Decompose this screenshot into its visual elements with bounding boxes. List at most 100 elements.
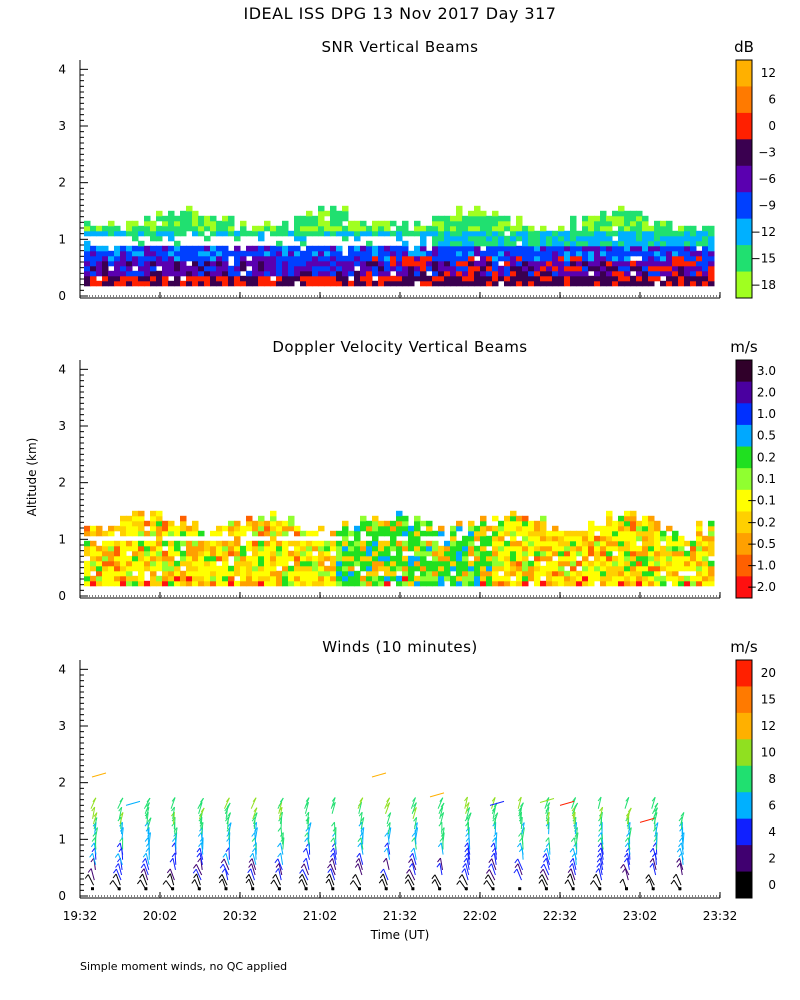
wind-barb	[329, 873, 335, 886]
wind-barb-flag	[304, 837, 309, 843]
doppler-cell	[342, 525, 349, 532]
snr-cell	[138, 280, 145, 287]
snr-cell	[258, 230, 265, 237]
colorbar-swatch	[736, 845, 752, 873]
doppler-cell	[672, 540, 679, 547]
doppler-cell	[300, 545, 307, 552]
doppler-cell	[270, 545, 277, 552]
doppler-cell	[246, 520, 253, 527]
doppler-cell	[408, 540, 415, 547]
snr-cell	[456, 265, 463, 272]
snr-cell	[90, 260, 97, 267]
doppler-cell	[504, 550, 511, 557]
doppler-cell	[222, 570, 229, 577]
wind-barb-flag	[649, 847, 654, 853]
doppler-cell	[186, 570, 193, 577]
snr-cell	[444, 280, 451, 287]
snr-cell	[198, 230, 205, 237]
doppler-cell	[708, 575, 715, 582]
snr-cell	[318, 230, 325, 237]
doppler-cell	[114, 580, 121, 587]
wind-barb	[488, 869, 496, 881]
wind-barb-flag	[517, 796, 522, 802]
wind-barb	[358, 801, 362, 814]
snr-cell	[678, 225, 685, 232]
doppler-cell	[84, 545, 91, 552]
doppler-cell	[318, 575, 325, 582]
wind-barb-flag	[597, 832, 602, 837]
snr-cell	[144, 260, 151, 267]
snr-cell	[204, 225, 211, 232]
snr-cell	[408, 230, 415, 237]
snr-cell	[444, 225, 451, 232]
snr-cell	[162, 270, 169, 277]
doppler-cell	[294, 560, 301, 567]
doppler-cell	[390, 570, 397, 577]
wind-barb	[388, 827, 392, 840]
doppler-cell	[96, 570, 103, 577]
doppler-cell	[636, 525, 643, 532]
doppler-cell	[618, 530, 625, 537]
doppler-cell	[612, 540, 619, 547]
snr-cell	[438, 220, 445, 227]
doppler-cell	[630, 535, 637, 542]
snr-cell	[126, 225, 133, 232]
snr-cell	[234, 245, 241, 252]
wind-barb-flag	[437, 857, 441, 863]
doppler-cell	[402, 575, 409, 582]
snr-cell	[696, 275, 703, 282]
doppler-cell	[162, 525, 169, 532]
colorbar-frame	[735, 659, 753, 899]
doppler-cell	[96, 550, 103, 557]
doppler-cell	[468, 550, 475, 557]
snr-cell	[468, 275, 475, 282]
snr-cell	[438, 260, 445, 267]
snr-cell	[270, 265, 277, 272]
colorbar-tick-label: −2.0	[747, 580, 776, 594]
snr-cell	[108, 260, 115, 267]
colorbar-swatch	[736, 554, 752, 577]
wind-barb	[279, 812, 283, 825]
doppler-cell	[462, 580, 469, 587]
doppler-cell	[180, 530, 187, 537]
doppler-cell	[414, 515, 421, 522]
snr-cell	[498, 220, 505, 227]
snr-cell	[588, 230, 595, 237]
doppler-cell	[438, 565, 445, 572]
doppler-cell	[546, 530, 553, 537]
wind-barb	[413, 847, 417, 860]
snr-cell	[498, 215, 505, 222]
doppler-cell	[546, 550, 553, 557]
wind-barb-flag	[514, 858, 519, 864]
snr-cell	[450, 275, 457, 282]
wind-barb-flag	[545, 837, 550, 842]
wind-barb-flag	[356, 852, 361, 858]
snr-cell	[318, 270, 325, 277]
wind-barb-flag	[115, 863, 119, 868]
snr-cell	[492, 275, 499, 282]
snr-cell	[492, 225, 499, 232]
doppler-cell	[150, 555, 157, 562]
doppler-cell	[606, 545, 613, 552]
snr-cell	[324, 230, 331, 237]
snr-cell	[294, 250, 301, 257]
wind-barb-flag	[599, 806, 603, 812]
snr-cell	[318, 210, 325, 217]
doppler-cell	[660, 580, 667, 587]
doppler-cell	[630, 545, 637, 552]
doppler-cell	[114, 545, 121, 552]
doppler-cell	[96, 525, 103, 532]
snr-cell	[456, 280, 463, 287]
snr-cell	[576, 240, 583, 247]
snr-cell	[612, 230, 619, 237]
snr-cell	[702, 250, 709, 257]
snr-cell	[192, 215, 199, 222]
wind-barb	[360, 837, 364, 850]
snr-cell	[708, 245, 715, 252]
snr-cell	[522, 260, 529, 267]
doppler-cell	[690, 560, 697, 567]
doppler-cell	[612, 545, 619, 552]
doppler-cell	[672, 550, 679, 557]
doppler-cell	[372, 530, 379, 537]
doppler-cell	[564, 555, 571, 562]
